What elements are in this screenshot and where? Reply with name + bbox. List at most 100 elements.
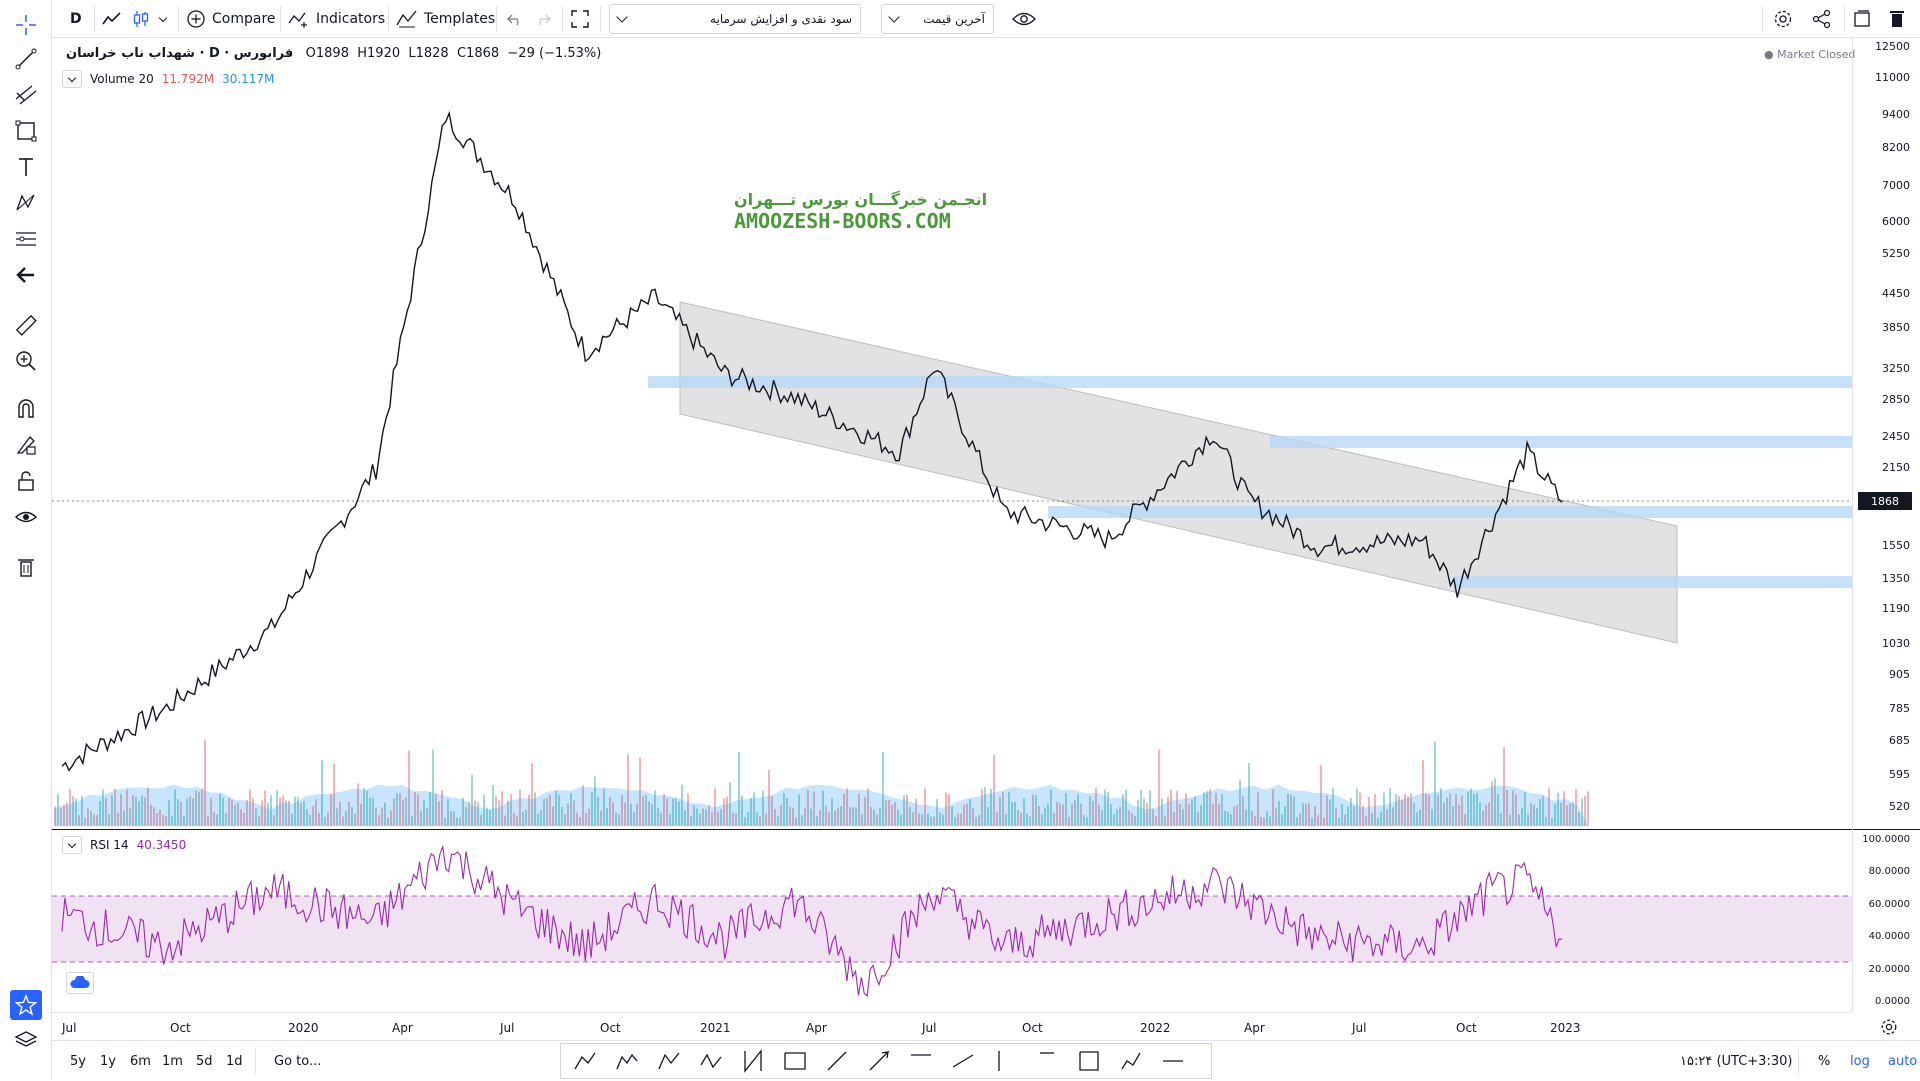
price-select[interactable]: آخرین قیمت: [881, 4, 994, 34]
pitchfork-icon[interactable]: [11, 80, 41, 110]
volume-bar: [1188, 804, 1190, 826]
layers-icon[interactable]: [11, 1026, 41, 1056]
volume-bar: [1359, 792, 1361, 826]
percent-toggle[interactable]: %: [1818, 1041, 1830, 1081]
volume-bar: [1095, 788, 1097, 826]
pattern-icon[interactable]: [11, 188, 41, 218]
abcde-pattern-icon[interactable]: [615, 1049, 639, 1073]
candle-chart-icon[interactable]: [132, 0, 150, 38]
indicators-button[interactable]: Indicators: [288, 0, 385, 38]
volume-bar: [666, 798, 668, 826]
price-scale[interactable]: 12500 11000 9400 8200 7000 6000 5250 4450 3850 32…: [1852, 38, 1920, 1012]
volume-bar: [930, 816, 932, 826]
eye-icon[interactable]: [11, 502, 41, 532]
strategy-select[interactable]: سود نقدی و افزایش سرمایه: [609, 4, 861, 34]
collapse-button[interactable]: [62, 70, 82, 88]
rectangle-icon[interactable]: [1077, 1049, 1101, 1073]
lock-drawing-icon[interactable]: [11, 430, 41, 460]
arrow-line-icon[interactable]: [867, 1049, 891, 1073]
range-button-1y[interactable]: 1y: [100, 1053, 116, 1069]
volume-bar: [1458, 804, 1460, 826]
fullscreen-icon[interactable]: [570, 0, 590, 38]
vertical-lines-icon[interactable]: [993, 1049, 1017, 1073]
channel-icon[interactable]: [951, 1049, 975, 1073]
volume-bar: [792, 807, 794, 826]
brush-icon[interactable]: [1119, 1049, 1143, 1073]
divider: [1798, 1049, 1799, 1075]
compare-button[interactable]: Compare: [186, 0, 276, 38]
line-chart-icon[interactable]: [102, 0, 122, 38]
volume-bar: [468, 801, 470, 826]
auto-toggle[interactable]: auto: [1888, 1041, 1917, 1081]
zoom-in-icon[interactable]: [11, 346, 41, 376]
volume-bar: [1287, 793, 1289, 826]
volume-bar: [81, 795, 83, 826]
rsi-tick: 80.0000: [1868, 866, 1910, 878]
volume-bar: [240, 809, 242, 826]
unlock-icon[interactable]: [11, 466, 41, 496]
volume-bar: [1011, 802, 1013, 826]
volume-bar: [612, 802, 614, 826]
horizontal-lines-icon[interactable]: [909, 1049, 933, 1073]
date-range-icon[interactable]: [741, 1049, 765, 1073]
range-button-5y[interactable]: 5y: [70, 1053, 86, 1069]
volume-bar: [441, 790, 443, 826]
volume-bar: [513, 813, 515, 826]
text-tool-icon[interactable]: [11, 152, 41, 182]
crosshair-icon[interactable]: [11, 10, 41, 40]
volume-bar: [639, 757, 641, 826]
range-button-6m[interactable]: 6m: [130, 1053, 151, 1069]
trash-icon[interactable]: [11, 552, 41, 582]
ruler-icon[interactable]: [11, 310, 41, 340]
volume-bar: [285, 800, 287, 826]
range-button-1d[interactable]: 1d: [226, 1053, 243, 1069]
divider: [178, 6, 179, 32]
horizontal-line-icon[interactable]: [1161, 1049, 1185, 1073]
cloud-icon[interactable]: [66, 972, 94, 994]
volume-bar: [294, 796, 296, 826]
pane-separator[interactable]: [52, 829, 1920, 830]
volume-bar: [1044, 807, 1046, 826]
volume-bar: [282, 795, 284, 826]
price-range-icon[interactable]: [783, 1049, 807, 1073]
line-icon[interactable]: [825, 1049, 849, 1073]
volume-bar: [591, 792, 593, 826]
volume-bar: [1056, 801, 1058, 826]
favorites-star-icon[interactable]: [10, 990, 42, 1020]
share-icon[interactable]: [1812, 0, 1832, 38]
trend-line-icon[interactable]: [11, 44, 41, 74]
goto-button[interactable]: Go to...: [274, 1041, 321, 1081]
snapshot-icon[interactable]: [1852, 0, 1872, 38]
wxy-pattern-icon[interactable]: [699, 1049, 723, 1073]
range-button-1m[interactable]: 1m: [162, 1053, 183, 1069]
rectangle-icon[interactable]: [11, 116, 41, 146]
eye-icon[interactable]: [1012, 0, 1036, 38]
back-arrow-icon[interactable]: [11, 260, 41, 290]
chart-type-dropdown-icon[interactable]: [158, 0, 168, 38]
volume-bar: [1524, 791, 1526, 826]
collapse-button[interactable]: [62, 836, 82, 854]
volume-bar: [630, 803, 632, 826]
interval-button[interactable]: D: [70, 0, 82, 38]
main-chart-pane[interactable]: [52, 38, 1852, 830]
volume-bar: [1416, 812, 1418, 826]
price-chart[interactable]: [52, 38, 1852, 830]
undo-icon[interactable]: [506, 0, 524, 38]
time-axis[interactable]: Jul Oct 2020 Apr Jul Oct 2021 Apr Jul Oct 2022 Apr J…: [52, 1012, 1852, 1040]
templates-button[interactable]: Templates: [396, 0, 495, 38]
log-toggle[interactable]: log: [1850, 1041, 1870, 1081]
settings-gear-icon[interactable]: [1773, 0, 1793, 38]
range-button-5d[interactable]: 5d: [196, 1053, 213, 1069]
volume-bar: [1488, 802, 1490, 826]
prediction-icon[interactable]: [11, 224, 41, 254]
volume-ma-area: [54, 784, 1588, 826]
trend-angle-icon[interactable]: [573, 1049, 597, 1073]
magnet-icon[interactable]: [11, 394, 41, 424]
abcd-pattern-icon[interactable]: [657, 1049, 681, 1073]
rsi-pane[interactable]: [52, 830, 1852, 1012]
trash-icon[interactable]: [1888, 0, 1906, 38]
volume-bar: [1467, 791, 1469, 826]
settings-gear-icon[interactable]: [1880, 1018, 1898, 1040]
redo-icon[interactable]: [534, 0, 552, 38]
text-icon[interactable]: [1035, 1049, 1059, 1073]
